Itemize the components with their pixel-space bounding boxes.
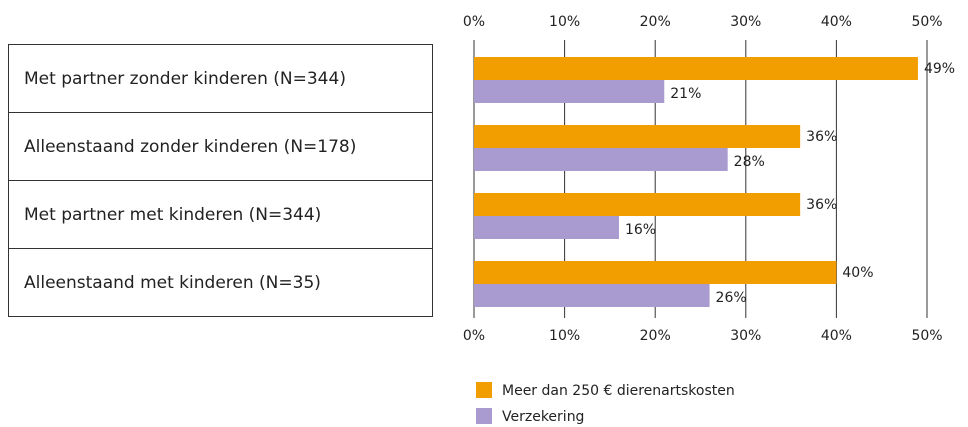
x-tick-label: 10% (549, 14, 580, 30)
value-label: 21% (670, 86, 701, 102)
bar (474, 57, 918, 80)
x-tick-label: 30% (730, 14, 761, 30)
x-tick-label: 20% (640, 14, 671, 30)
category-label: Met partner zonder kinderen (N=344) (24, 69, 346, 89)
category-label: Alleenstaand zonder kinderen (N=178) (24, 137, 356, 157)
legend-swatch (476, 382, 492, 398)
category-label: Alleenstaand met kinderen (N=35) (24, 273, 321, 293)
value-label: 49% (924, 61, 955, 77)
bar (474, 216, 619, 239)
legend-label: Verzekering (502, 409, 584, 425)
x-tick-label: 0% (463, 328, 485, 344)
bar (474, 284, 710, 307)
value-label: 28% (734, 154, 765, 170)
category-box (8, 248, 433, 317)
x-tick-label: 50% (911, 328, 942, 344)
x-tick-label: 40% (821, 14, 852, 30)
value-label: 36% (806, 197, 837, 213)
bar (474, 80, 665, 103)
bar (474, 193, 801, 216)
x-tick-label: 20% (640, 328, 671, 344)
x-tick-label: 0% (463, 14, 485, 30)
x-tick-label: 30% (730, 328, 761, 344)
x-tick-label: 40% (821, 328, 852, 344)
value-label: 16% (625, 222, 656, 238)
category-label: Met partner met kinderen (N=344) (24, 205, 321, 225)
value-label: 26% (716, 290, 747, 306)
legend-label: Meer dan 250 € dierenartskosten (502, 383, 735, 399)
bar (474, 261, 837, 284)
bar (474, 125, 801, 148)
x-tick-label: 50% (911, 14, 942, 30)
bar (474, 148, 728, 171)
legend-swatch (476, 408, 492, 424)
value-label: 40% (842, 265, 873, 281)
x-tick-label: 10% (549, 328, 580, 344)
value-label: 36% (806, 129, 837, 145)
